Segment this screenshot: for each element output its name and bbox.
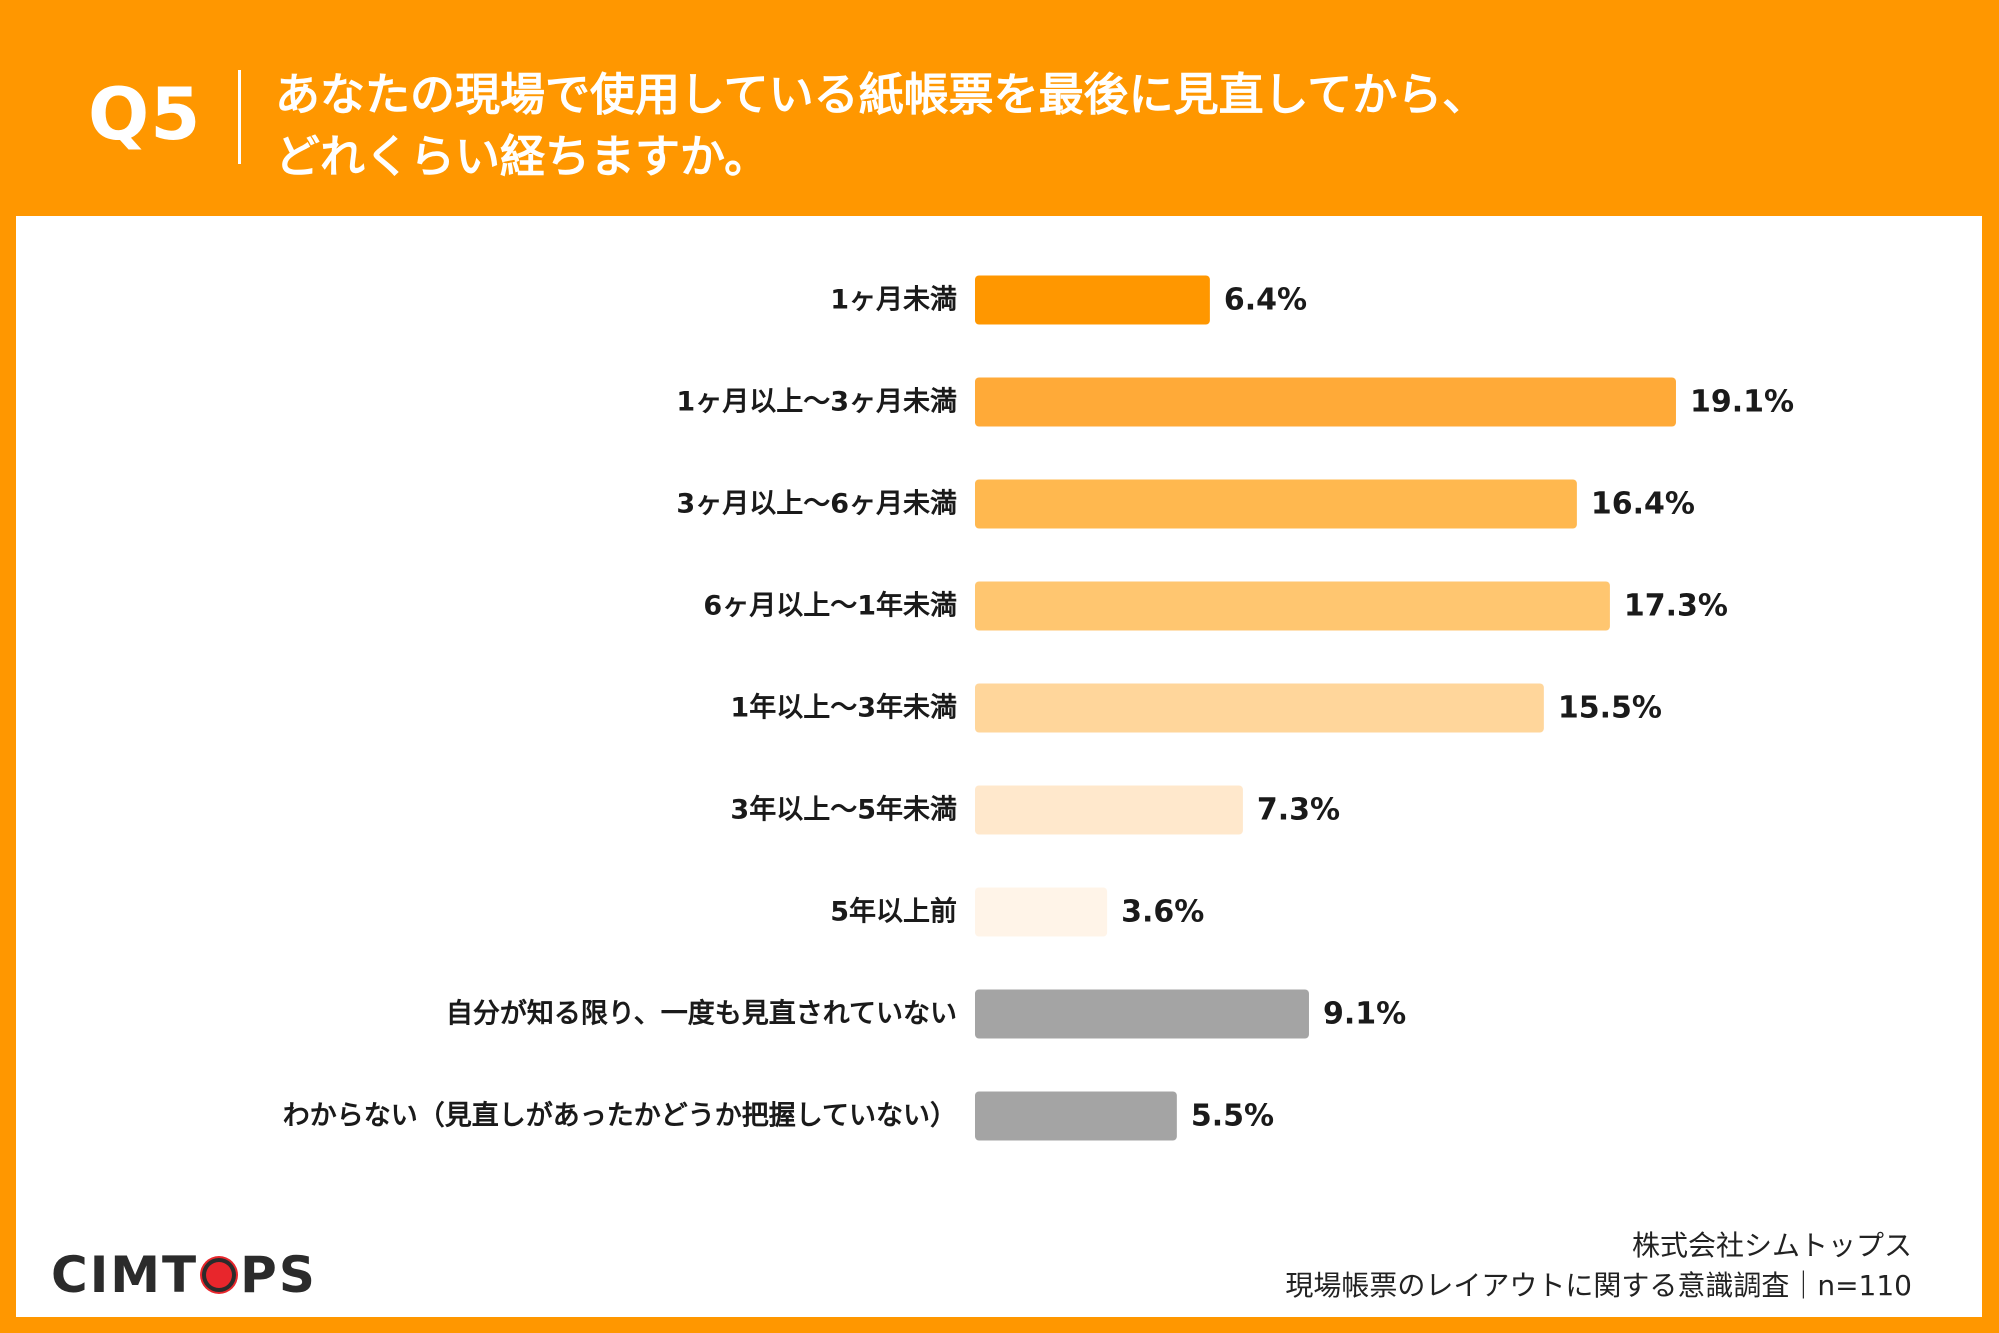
question-line-1: あなたの現場で使用している紙帳票を最後に見直してから、 — [275, 68, 1488, 121]
category-label: 1ヶ月以上～3ヶ月未満 — [676, 387, 957, 418]
category-label: 1年以上～3年未満 — [730, 692, 957, 724]
bar-chart: 1ヶ月未満 6.4% 1ヶ月以上～3ヶ月未満 19.1% 3ヶ月以上～6ヶ月未満 16.4… — [283, 275, 1794, 1141]
logo-red-circle-icon — [200, 1256, 239, 1294]
value-label: 15.5% — [1558, 691, 1662, 726]
chart-panel: 1ヶ月未満 6.4% 1ヶ月以上～3ヶ月未満 19.1% 3ヶ月以上～6ヶ月未満 16.4… — [16, 216, 1982, 1317]
bar — [975, 887, 1108, 937]
value-label: 16.4% — [1591, 487, 1695, 522]
bar — [975, 377, 1676, 427]
bar — [975, 275, 1210, 325]
bar — [975, 1091, 1177, 1141]
category-label: 自分が知る限り、一度も見直されていない — [446, 998, 957, 1030]
bar — [975, 785, 1243, 835]
value-label: 5.5% — [1191, 1099, 1274, 1134]
bar — [975, 581, 1610, 631]
category-label: 3ヶ月以上～6ヶ月未満 — [676, 489, 957, 520]
logo-text-left: CIMT — [51, 1246, 199, 1304]
value-label: 19.1% — [1690, 385, 1794, 420]
value-label: 3.6% — [1121, 895, 1204, 930]
category-label: 1ヶ月未満 — [830, 285, 957, 316]
bar — [975, 479, 1577, 529]
value-label: 7.3% — [1257, 793, 1340, 828]
company-name: 株式会社シムトップス — [1631, 1229, 1912, 1262]
category-label: 3年以上～5年未満 — [730, 794, 957, 826]
cimtops-logo: CIMT PS — [51, 1246, 317, 1304]
survey-info: 現場帳票のレイアウトに関する意識調査｜n=110 — [1285, 1269, 1912, 1302]
bar — [975, 989, 1309, 1039]
question-text: あなたの現場で使用している紙帳票を最後に見直してから、 どれくらい経ちますか。 — [275, 64, 1487, 188]
bar — [975, 683, 1544, 733]
category-label: 6ヶ月以上～1年未満 — [703, 590, 957, 622]
question-line-2: どれくらい経ちますか。 — [275, 130, 770, 183]
survey-credit: 株式会社シムトップス 現場帳票のレイアウトに関する意識調査｜n=110 — [1285, 1226, 1912, 1306]
category-label: 5年以上前 — [830, 896, 957, 928]
value-label: 9.1% — [1323, 997, 1406, 1032]
value-label: 17.3% — [1624, 589, 1728, 624]
logo-text-right: PS — [240, 1246, 317, 1304]
question-header: Q5 あなたの現場で使用している紙帳票を最後に見直してから、 どれくらい経ちます… — [0, 0, 1999, 215]
question-number: Q5 — [88, 72, 202, 156]
question-divider — [238, 70, 241, 164]
category-label: わからない（見直しがあったかどうか把握していない） — [283, 1100, 957, 1132]
value-label: 6.4% — [1224, 283, 1307, 318]
